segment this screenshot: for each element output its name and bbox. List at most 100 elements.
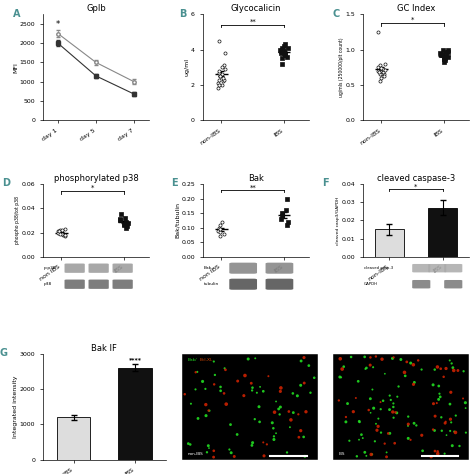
Point <box>373 427 381 434</box>
Point <box>407 436 414 444</box>
Point <box>217 73 224 80</box>
Point <box>278 55 285 62</box>
Point <box>397 356 405 363</box>
Point <box>337 374 345 381</box>
Point <box>444 48 451 55</box>
Point <box>215 81 223 89</box>
Point <box>404 435 412 442</box>
Point <box>378 74 385 82</box>
Text: E: E <box>171 178 177 188</box>
Point <box>448 360 456 367</box>
Point <box>404 422 412 429</box>
Point <box>389 408 397 416</box>
Point <box>277 46 284 54</box>
Title: phosphorylated p38: phosphorylated p38 <box>54 174 138 183</box>
Point <box>412 422 420 429</box>
FancyBboxPatch shape <box>444 280 462 289</box>
Point <box>284 218 292 226</box>
Text: **: ** <box>249 19 256 25</box>
Point <box>383 448 391 456</box>
Point <box>277 49 285 57</box>
Point <box>219 78 227 85</box>
Point <box>297 427 304 435</box>
Point <box>434 363 441 371</box>
Point <box>217 383 224 391</box>
Point <box>228 449 235 456</box>
FancyBboxPatch shape <box>229 279 257 290</box>
Point <box>211 371 219 379</box>
Text: ****: **** <box>129 357 142 363</box>
Point <box>61 232 69 240</box>
Point <box>184 440 192 447</box>
Point <box>386 406 393 413</box>
Point <box>372 420 380 428</box>
Point <box>283 449 291 456</box>
Point <box>374 64 382 71</box>
Bar <box>118 368 152 460</box>
Title: Bak: Bak <box>248 174 264 183</box>
Text: non-IBS: non-IBS <box>187 452 203 456</box>
Point <box>215 224 223 231</box>
Point <box>375 68 383 75</box>
Point <box>370 404 377 412</box>
Point <box>60 231 67 239</box>
Point <box>201 385 209 392</box>
Point <box>283 53 290 61</box>
Text: GAPDH: GAPDH <box>364 282 378 286</box>
Point <box>392 409 399 416</box>
Point <box>222 366 229 374</box>
Point <box>194 415 202 422</box>
Point <box>401 372 409 380</box>
Point <box>374 28 382 36</box>
Point <box>393 409 401 417</box>
Y-axis label: ug/mls (250000/plt count): ug/mls (250000/plt count) <box>339 37 344 97</box>
Point <box>380 73 388 80</box>
Point <box>256 383 264 391</box>
Point <box>436 390 443 398</box>
Point <box>123 224 130 231</box>
FancyBboxPatch shape <box>428 264 447 273</box>
Point <box>259 387 267 395</box>
Point <box>277 47 284 55</box>
Point <box>431 427 438 434</box>
Point <box>342 413 350 421</box>
Point <box>289 390 297 397</box>
Y-axis label: Integrated intensity: Integrated intensity <box>13 375 18 438</box>
Point <box>120 221 128 229</box>
Point <box>371 438 379 445</box>
Point <box>338 365 346 373</box>
Point <box>442 365 450 372</box>
Point <box>383 453 390 461</box>
Text: C: C <box>333 9 340 19</box>
Point <box>301 379 308 387</box>
Point <box>447 389 455 396</box>
Point <box>234 377 241 385</box>
Point <box>253 389 261 397</box>
Text: Bak: Bak <box>204 266 212 270</box>
FancyBboxPatch shape <box>412 264 430 273</box>
Point <box>442 49 449 56</box>
Point <box>295 433 303 441</box>
Bar <box>374 229 404 257</box>
Point <box>381 370 389 378</box>
Point <box>61 225 69 233</box>
Text: Bak/: Bak/ <box>187 358 197 362</box>
Point <box>300 433 308 441</box>
Point <box>233 431 241 438</box>
FancyBboxPatch shape <box>89 264 109 273</box>
Point <box>365 406 373 414</box>
Title: Bak IF: Bak IF <box>91 344 118 353</box>
Point <box>384 429 392 437</box>
Point <box>220 62 228 69</box>
Point <box>227 421 234 428</box>
Point <box>215 69 222 76</box>
Point <box>260 452 268 460</box>
Point <box>222 401 230 408</box>
Point <box>335 397 343 404</box>
Point <box>376 78 383 85</box>
Point <box>305 362 313 369</box>
Point <box>210 453 218 461</box>
Point <box>270 433 278 440</box>
Bar <box>428 208 457 257</box>
Point <box>460 367 467 375</box>
